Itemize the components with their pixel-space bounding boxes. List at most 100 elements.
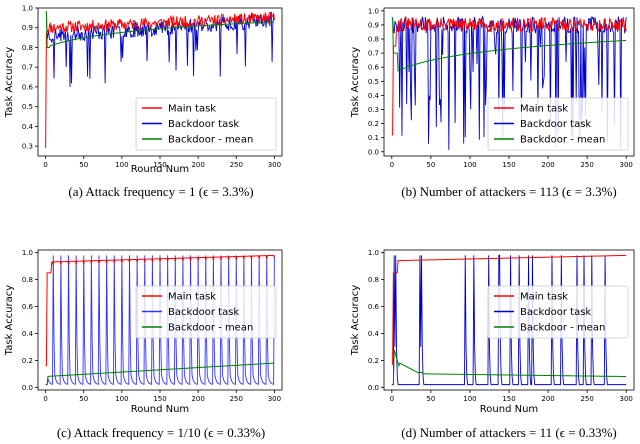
figure-caption: (d) Number of attackers = 11 (ϵ = 0.33%) xyxy=(401,425,616,440)
y-tick-label: 0.4 xyxy=(22,123,34,131)
x-tick-label: 250 xyxy=(230,161,243,169)
x-tick-label: 0 xyxy=(43,161,47,169)
x-axis-label: Round Num xyxy=(131,404,189,415)
x-tick-label: 300 xyxy=(268,395,281,403)
y-axis-label: Task Accuracy xyxy=(4,285,15,356)
y-tick-label: 0.7 xyxy=(368,50,379,58)
y-tick-label: 0.3 xyxy=(368,106,379,114)
y-tick-label: 0.9 xyxy=(22,24,33,32)
y-tick-label: 0.8 xyxy=(368,36,379,44)
series-line-backdoor-task xyxy=(391,254,627,386)
y-tick-label: 0.6 xyxy=(22,303,34,311)
x-tick-label: 300 xyxy=(620,395,633,403)
series-line-backdoor-mean xyxy=(45,362,275,386)
legend: Main task Backdoor task Backdoor - mean xyxy=(487,97,629,151)
series-line-main-task xyxy=(45,11,275,149)
legend-label: Backdoor - mean xyxy=(520,135,605,146)
x-tick-label: 50 xyxy=(79,161,88,169)
legend-box xyxy=(487,285,629,339)
legend-label: Backdoor task xyxy=(520,119,591,130)
y-tick-label: 0.2 xyxy=(22,357,33,365)
y-tick-label: 0.6 xyxy=(22,83,34,91)
x-tick-label: 250 xyxy=(580,395,593,403)
chart-panel-c: 0 50 100 150 200 250 300 0.0 0.2 0.4 0.6 0.8 1.0 Roun… xyxy=(4,249,283,440)
legend-label: Main task xyxy=(168,292,216,303)
series-line-main-task xyxy=(45,254,275,367)
legend-label: Backdoor task xyxy=(168,307,239,318)
x-tick-label: 100 xyxy=(115,395,128,403)
legend-label: Backdoor - mean xyxy=(520,323,605,334)
legend-label: Main task xyxy=(520,292,568,303)
x-tick-label: 50 xyxy=(426,395,435,403)
x-tick-label: 50 xyxy=(79,395,88,403)
y-tick-label: 0.6 xyxy=(368,64,380,72)
figure-caption: (a) Attack frequency = 1 (ϵ = 3.3%) xyxy=(68,184,253,199)
x-tick-label: 100 xyxy=(463,395,476,403)
legend-label: Backdoor - mean xyxy=(168,323,253,334)
legend-label: Main task xyxy=(168,104,216,115)
y-tick-label: 0.4 xyxy=(368,92,380,100)
y-tick-label: 0.1 xyxy=(368,134,379,142)
x-axis-label: Round Num xyxy=(480,404,538,415)
x-tick-label: 250 xyxy=(580,161,593,169)
legend: Main task Backdoor task Backdoor - mean xyxy=(487,285,629,339)
chart-panel-b: 0 50 100 150 200 250 300 0.0 0.1 0.2 0.3 0.4 0.5 0.6 0… xyxy=(350,7,635,199)
x-tick-label: 200 xyxy=(191,395,204,403)
legend-box xyxy=(135,285,277,339)
series-line-backdoor-task xyxy=(45,255,275,386)
figure-caption: (b) Number of attackers = 113 (ϵ = 3.3%) xyxy=(401,184,616,199)
y-tick-label: 1.0 xyxy=(368,249,379,257)
y-tick-label: 0.0 xyxy=(368,384,379,392)
legend-label: Backdoor task xyxy=(168,119,239,130)
x-tick-label: 150 xyxy=(502,161,515,169)
series-line-main-task xyxy=(391,254,627,365)
x-tick-label: 300 xyxy=(620,161,633,169)
x-tick-label: 100 xyxy=(463,161,476,169)
series-line-backdoor-mean xyxy=(391,349,627,386)
y-tick-label: 0.2 xyxy=(368,120,379,128)
x-tick-label: 300 xyxy=(268,161,281,169)
x-tick-label: 50 xyxy=(426,161,435,169)
y-axis-label: Task Accuracy xyxy=(4,47,15,118)
y-axis-label: Task Accuracy xyxy=(350,285,361,356)
legend-label: Backdoor task xyxy=(520,307,591,318)
x-tick-label: 0 xyxy=(390,161,394,169)
y-tick-label: 0.4 xyxy=(368,330,380,338)
legend: Main task Backdoor task Backdoor - mean xyxy=(135,97,277,151)
x-tick-label: 150 xyxy=(153,395,166,403)
x-axis-label: Round Num xyxy=(131,164,189,175)
chart-panel-a: 0 50 100 150 200 250 300 0.3 0.4 0.5 0.6 0.7 0.8 0.9 1… xyxy=(4,5,283,199)
y-tick-label: 0.4 xyxy=(22,330,34,338)
x-tick-label: 250 xyxy=(230,395,243,403)
series-line-backdoor-mean xyxy=(45,11,275,48)
figure-caption: (c) Attack frequency = 1/10 (ϵ = 0.33%) xyxy=(57,425,265,440)
y-tick-label: 0.8 xyxy=(22,276,33,284)
y-tick-label: 0.8 xyxy=(368,276,379,284)
y-tick-label: 0.8 xyxy=(22,44,33,52)
y-tick-label: 1.0 xyxy=(22,249,33,257)
legend-label: Main task xyxy=(520,104,568,115)
y-tick-label: 0.9 xyxy=(368,21,379,29)
x-tick-label: 100 xyxy=(115,161,128,169)
legend-box xyxy=(135,97,277,151)
y-tick-label: 0.2 xyxy=(368,357,379,365)
y-tick-label: 0.5 xyxy=(22,103,33,111)
y-tick-label: 0.5 xyxy=(368,78,379,86)
y-tick-label: 1.0 xyxy=(368,7,379,15)
legend-label: Backdoor - mean xyxy=(168,135,253,146)
y-tick-label: 0.6 xyxy=(368,303,380,311)
y-tick-label: 1.0 xyxy=(22,5,33,13)
x-tick-label: 200 xyxy=(541,395,554,403)
x-tick-label: 150 xyxy=(153,161,166,169)
legend: Main task Backdoor task Backdoor - mean xyxy=(135,285,277,339)
y-tick-label: 0.3 xyxy=(22,143,33,151)
chart-panel-d: 0 50 100 150 200 250 300 0.0 0.2 0.4 0.6 0.8 1.0 Roun… xyxy=(350,249,635,440)
y-tick-label: 0.7 xyxy=(22,64,33,72)
series-line-main-task xyxy=(391,16,627,136)
legend-box xyxy=(487,97,629,151)
x-tick-label: 200 xyxy=(191,161,204,169)
y-tick-label: 0.0 xyxy=(368,148,379,156)
y-tick-label: 0.0 xyxy=(22,384,33,392)
x-tick-label: 0 xyxy=(43,395,47,403)
